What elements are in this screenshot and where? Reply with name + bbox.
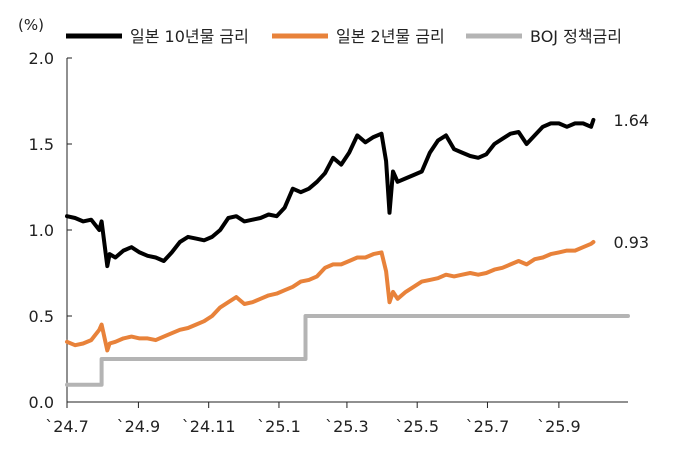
x-tick-label: `25.1 — [257, 417, 301, 436]
legend: 일본 10년물 금리 일본 2년물 금리 BOJ 정책금리 — [66, 27, 622, 46]
x-tick-label: `25.3 — [325, 417, 369, 436]
x-tick-label: `25.7 — [466, 417, 510, 436]
x-tick-label: `24.11 — [182, 417, 236, 436]
x-tick-label: `25.5 — [395, 417, 439, 436]
series-jgb-2y — [65, 240, 596, 353]
end-label-10y: 1.64 — [613, 111, 649, 130]
y-axis: 2.0 1.5 1.0 0.5 0.0 — [29, 49, 72, 412]
legend-label-2y: 일본 2년물 금리 — [336, 27, 445, 46]
series-jgb-10y — [65, 117, 596, 269]
end-labels: 1.64 0.93 — [613, 111, 649, 252]
x-tick-label: `25.9 — [537, 417, 581, 436]
y-tick-label: 1.5 — [29, 135, 54, 154]
x-tick-label: `24.7 — [45, 417, 89, 436]
series-boj-policy-rate — [65, 314, 630, 387]
series-layer — [65, 117, 630, 387]
x-tick-label: `24.9 — [117, 417, 161, 436]
legend-label-10y: 일본 10년물 금리 — [130, 27, 249, 46]
y-tick-label: 0.5 — [29, 307, 54, 326]
y-tick-label: 2.0 — [29, 49, 54, 68]
y-tick-label: 1.0 — [29, 221, 54, 240]
legend-label-boj: BOJ 정책금리 — [530, 27, 622, 46]
x-axis: `24.7 `24.9 `24.11 `25.1 `25.3 `25.5 `25.7 `25.… — [45, 401, 628, 436]
end-label-2y: 0.93 — [613, 233, 649, 252]
y-tick-label: 0.0 — [29, 393, 54, 412]
y-axis-unit-label: (%) — [18, 16, 44, 34]
